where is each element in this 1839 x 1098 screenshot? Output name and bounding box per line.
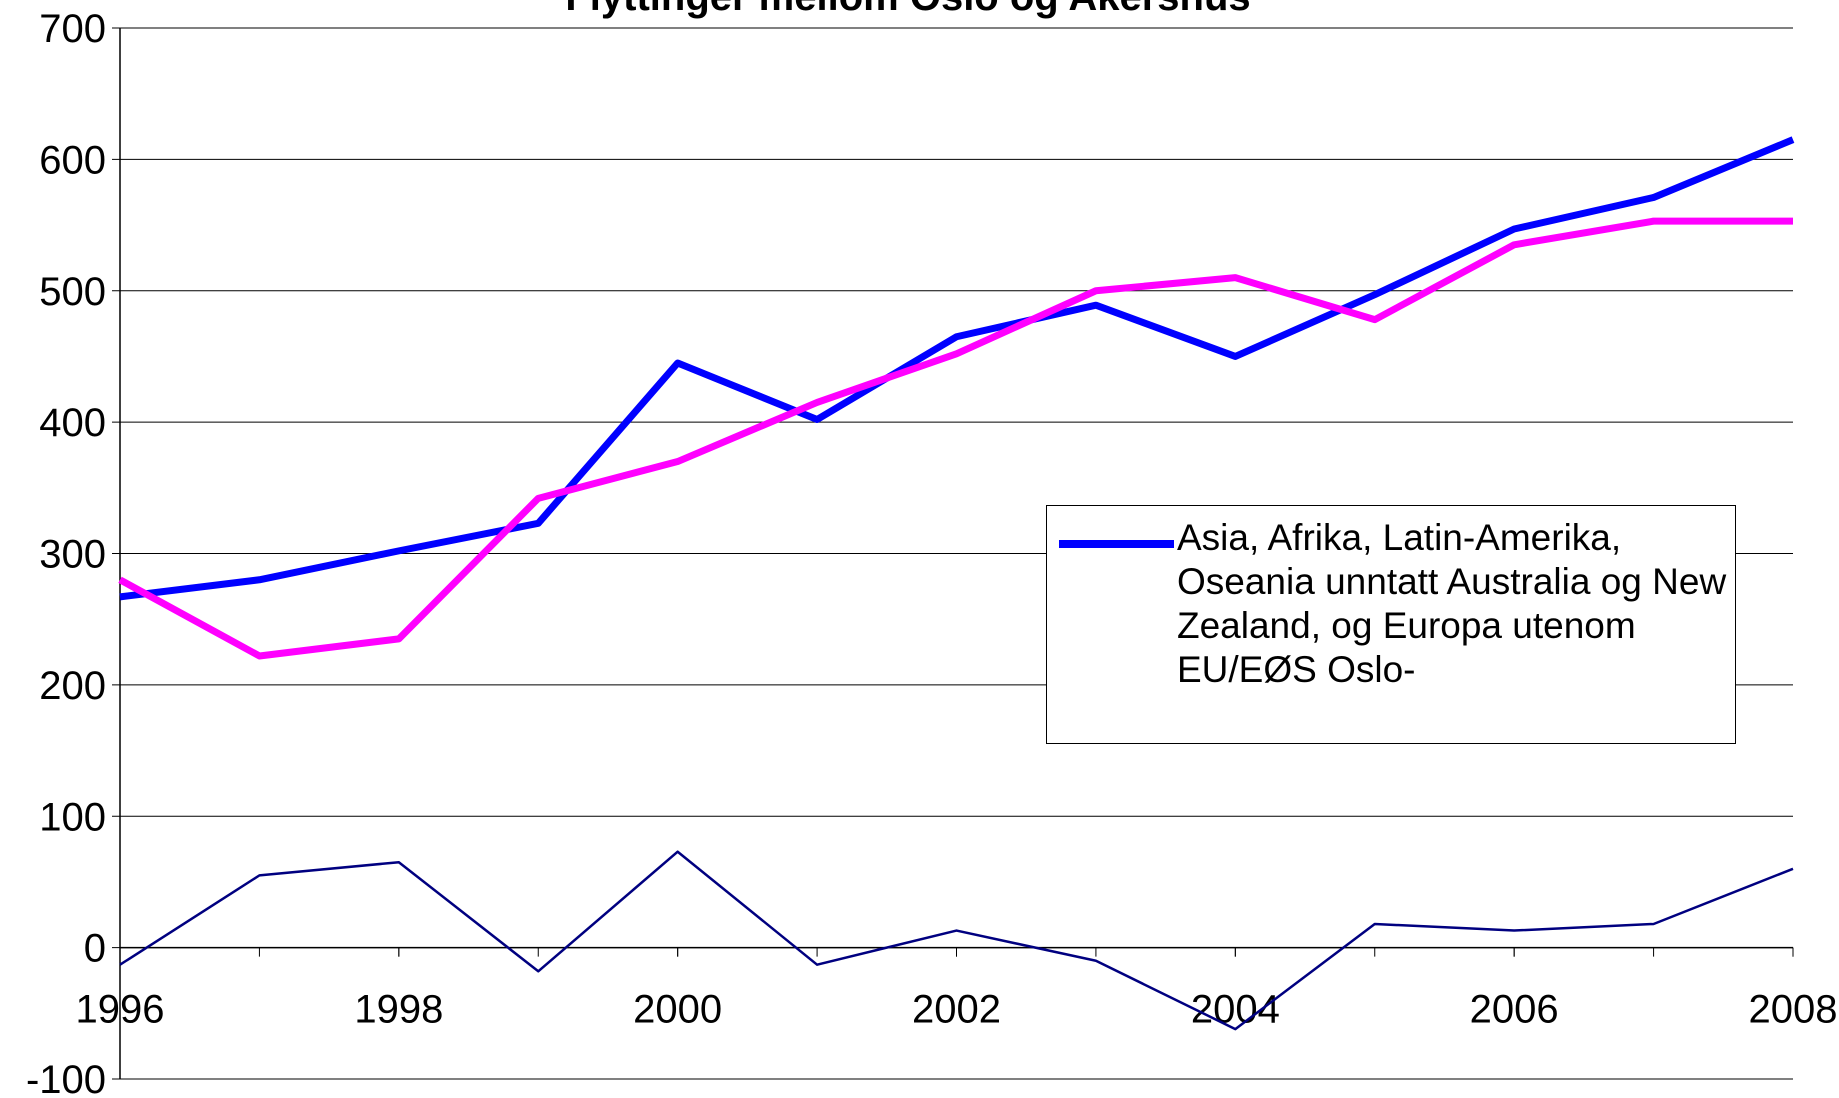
- chart-title: Flyttinger mellom Oslo og Akershus: [565, 0, 1250, 19]
- series-line: [119, 850, 1794, 1031]
- legend-swatch: [1059, 540, 1174, 548]
- y-tick-label: 0: [84, 927, 106, 971]
- x-tick-label: 2006: [1470, 988, 1559, 1032]
- series-line: [119, 136, 1795, 601]
- y-tick-label: 300: [39, 533, 106, 577]
- y-tick-label: 600: [39, 138, 106, 182]
- y-tick-label: 700: [39, 7, 106, 51]
- legend-label: Asia, Afrika, Latin-Amerika, Oseania unn…: [1177, 517, 1727, 690]
- y-tick-label: 500: [39, 270, 106, 314]
- x-tick-label: 2004: [1191, 988, 1280, 1032]
- x-tick-label: 1996: [76, 988, 165, 1032]
- y-tick-label: 200: [39, 664, 106, 708]
- x-tick-label: 2000: [633, 988, 722, 1032]
- x-tick-label: 2002: [912, 988, 1001, 1032]
- y-tick-label: -100: [26, 1058, 106, 1098]
- y-tick-label: 100: [39, 795, 106, 839]
- y-tick-label: 400: [39, 401, 106, 445]
- x-tick-label: 2008: [1749, 988, 1838, 1032]
- series-line: [118, 217, 1793, 660]
- x-tick-label: 1998: [354, 988, 443, 1032]
- legend: Asia, Afrika, Latin-Amerika, Oseania unn…: [1046, 505, 1736, 744]
